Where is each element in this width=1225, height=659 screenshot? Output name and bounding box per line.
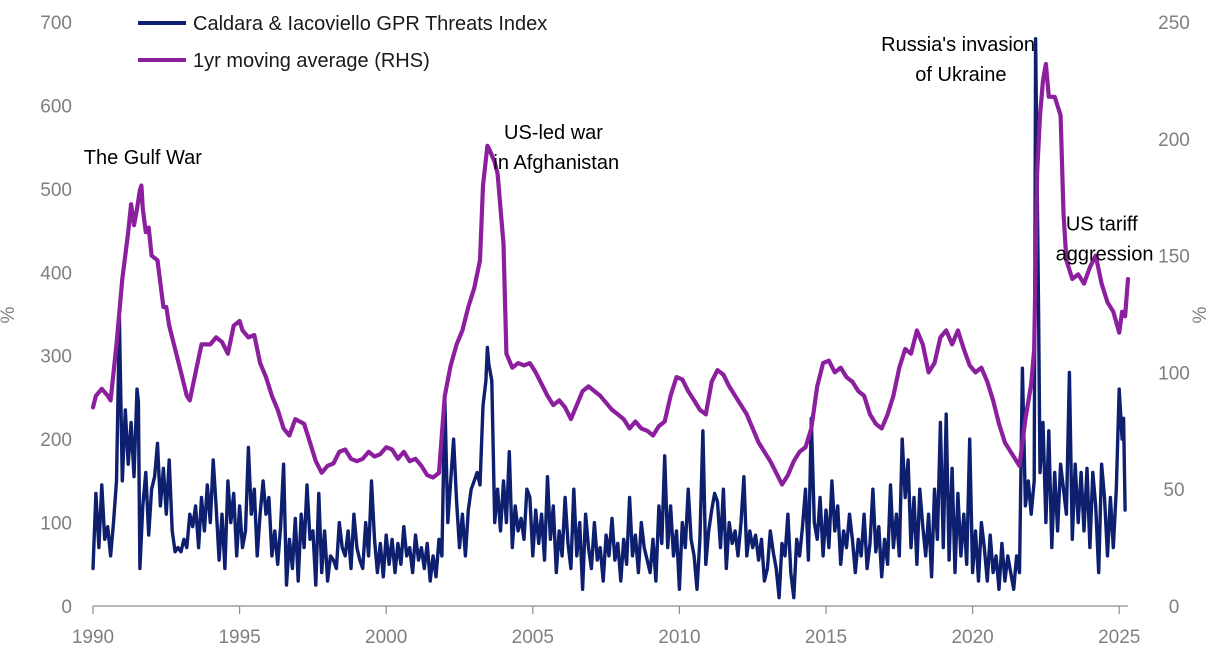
legend-label-threats: Caldara & Iacoviello GPR Threats Index	[193, 13, 547, 35]
left-y-tick-label: 100	[40, 514, 72, 535]
right-y-axis: 0 50 100 150 200 250	[1158, 13, 1190, 618]
x-tick-label: 2010	[658, 627, 700, 648]
annotation-afghanistan: US-led war in Afghanistan	[493, 122, 619, 174]
right-axis-label: %	[1190, 306, 1211, 323]
left-y-axis: 0 100 200 300 400 500 600 700	[40, 13, 72, 618]
annotation-afghanistan-line-1: US-led war	[504, 122, 603, 144]
left-y-tick-label: 700	[40, 13, 72, 34]
left-y-tick-label: 600	[40, 96, 72, 117]
left-y-tick-label: 200	[40, 430, 72, 451]
annotation-ukraine-line-1: Russia's invasion	[881, 34, 1035, 56]
right-y-tick-label: 0	[1169, 597, 1180, 618]
left-y-tick-label: 500	[40, 180, 72, 201]
annotation-us-tariff-line-1: US tariff	[1066, 214, 1138, 236]
right-y-tick-label: 200	[1158, 130, 1190, 151]
x-tick-label: 2020	[951, 627, 993, 648]
left-axis-label: %	[0, 306, 19, 323]
x-tick-label: 2005	[512, 627, 554, 648]
left-y-tick-label: 400	[40, 263, 72, 284]
left-y-tick-label: 0	[61, 597, 72, 618]
annotations: The Gulf War US-led war in Afghanistan R…	[84, 34, 1154, 265]
series-line-threats-index	[91, 37, 1127, 600]
x-tick-label: 2025	[1098, 627, 1140, 648]
annotation-ukraine: Russia's invasion of Ukraine	[881, 34, 1040, 86]
annotation-us-tariff-line-2: aggression	[1056, 244, 1154, 266]
annotation-us-tariff: US tariff aggression	[1056, 214, 1154, 266]
right-y-tick-label: 150	[1158, 247, 1190, 268]
left-y-tick-label: 300	[40, 347, 72, 368]
x-tick-label: 1990	[72, 627, 114, 648]
plot-area	[90, 37, 1131, 600]
annotation-gulf-war-line-1: The Gulf War	[84, 147, 203, 169]
right-y-tick-label: 250	[1158, 13, 1190, 34]
annotation-ukraine-line-2: of Ukraine	[915, 64, 1006, 86]
annotation-afghanistan-line-2: in Afghanistan	[493, 152, 619, 174]
right-y-tick-label: 100	[1158, 363, 1190, 384]
legend: Caldara & Iacoviello GPR Threats Index 1…	[138, 13, 547, 72]
right-y-tick-label: 50	[1163, 480, 1184, 501]
x-tick-label: 1995	[218, 627, 260, 648]
annotation-gulf-war: The Gulf War	[84, 147, 203, 169]
x-tick-label: 2015	[805, 627, 847, 648]
x-tick-label: 2000	[365, 627, 407, 648]
legend-label-moving-average: 1yr moving average (RHS)	[193, 50, 430, 72]
series-line-moving-average	[90, 61, 1131, 487]
x-axis: 1990 1995 2000 2005 2010 2015 2020 2025	[72, 605, 1140, 648]
